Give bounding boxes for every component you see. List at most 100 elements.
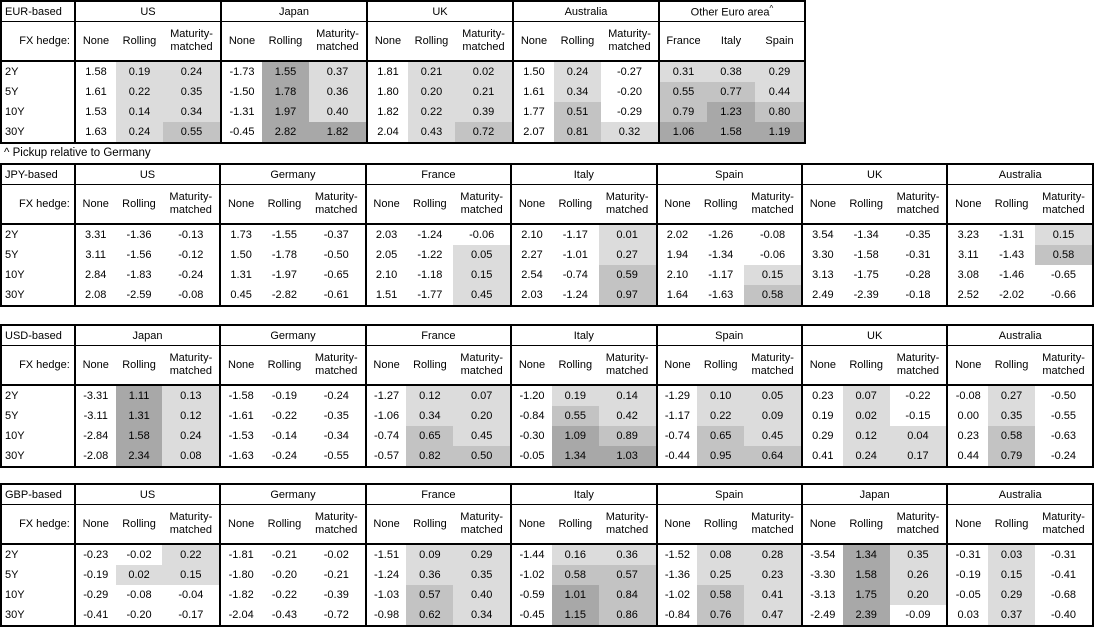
value-cell: -0.35	[905, 229, 931, 241]
hedge-header-row: FX hedge: None Rolling Maturity-matched None…	[1, 345, 1093, 386]
value-cell: 0.34	[163, 102, 221, 122]
tenor-row: 5Y -3.11 1.31 0.12 -1.61 -0.22 -0.35 -1.06 0.34 0…	[1, 406, 1093, 426]
value-cell: 1.34	[842, 544, 890, 565]
value-cell: -0.55	[1050, 410, 1077, 422]
value-cell: 1.31	[115, 406, 163, 426]
value-cell: -0.06	[469, 229, 495, 241]
value-cell: -0.18	[905, 289, 931, 301]
value-cell: 0.19	[116, 61, 163, 82]
hedge-col-header: None	[510, 345, 552, 386]
tenor-label: 2Y	[5, 66, 19, 78]
value-cell: -0.31	[905, 249, 931, 261]
value-cell: 0.37	[309, 61, 367, 82]
value-cell: 0.89	[598, 426, 657, 446]
value-cell: -0.68	[1050, 589, 1077, 601]
hedge-col-header: Maturity-matched	[162, 184, 221, 225]
value-cell: -1.02	[655, 585, 698, 605]
value-cell: 0.24	[554, 61, 601, 82]
value-cell: 2.04	[366, 122, 408, 143]
value-cell: -0.20	[126, 609, 152, 621]
tenor-row: 30Y 1.63 0.24 0.55 -0.45 2.82 1.82 2.04 0.43 0.72…	[1, 122, 805, 143]
value-cell: 0.72	[455, 122, 513, 143]
hedge-col-header: Maturity-matched	[455, 21, 513, 62]
value-cell: 0.65	[697, 426, 745, 446]
value-cell: -1.77	[417, 289, 443, 301]
value-cell: 0.50	[453, 446, 512, 467]
value-cell: -1.61	[219, 406, 262, 426]
value-cell: 0.31	[658, 61, 707, 82]
value-cell: -0.35	[323, 410, 349, 422]
value-cell: 1.34	[551, 446, 599, 467]
country-header: Australia	[946, 484, 1093, 505]
value-cell: 0.36	[406, 565, 454, 585]
value-cell: 3.31	[73, 224, 116, 245]
value-cell: 0.16	[551, 544, 599, 565]
value-cell: 0.40	[453, 585, 512, 605]
value-cell: -0.02	[323, 549, 349, 561]
tenor-label: 10Y	[5, 589, 25, 601]
tenor-label: 30Y	[5, 450, 25, 462]
value-cell: -1.17	[708, 269, 734, 281]
value-cell: 0.58	[744, 285, 802, 306]
value-cell: 0.22	[697, 406, 745, 426]
hedge-col-header: Rolling	[697, 345, 745, 386]
hedge-col-header: Maturity-matched	[1035, 184, 1093, 225]
country-header: UK	[800, 325, 948, 346]
value-cell: 0.22	[408, 102, 455, 122]
value-cell: -0.19	[271, 390, 297, 402]
value-cell: -0.21	[323, 569, 349, 581]
value-cell: -0.27	[616, 66, 643, 78]
hedge-col-header: None	[655, 345, 698, 386]
tenor-row: 2Y -0.23 -0.02 0.22 -1.81 -0.21 -0.02 -1.51 0.09…	[1, 544, 1093, 565]
value-cell: 0.12	[842, 426, 890, 446]
value-cell: 2.49	[800, 285, 843, 306]
value-cell: -0.22	[271, 589, 297, 601]
hedge-col-header: None	[946, 184, 989, 225]
value-cell: -0.24	[1050, 450, 1077, 462]
value-cell: -0.37	[323, 229, 349, 241]
hedge-col-header: Maturity-matched	[889, 345, 948, 386]
value-cell: -1.46	[999, 269, 1025, 281]
value-cell: 0.51	[554, 102, 601, 122]
value-cell: 0.35	[453, 565, 512, 585]
tenor-row: 10Y -0.29 -0.08 -0.04 -1.82 -0.22 -0.39 -1.03 0.…	[1, 585, 1093, 605]
value-cell: 0.38	[707, 61, 755, 82]
value-cell: -1.36	[655, 565, 698, 585]
footnote: ^ Pickup relative to Germany	[4, 147, 151, 159]
hedge-col-header: Rolling	[116, 21, 163, 62]
value-cell: 0.15	[1035, 224, 1093, 245]
value-cell: 0.45	[744, 426, 802, 446]
hedge-col-header: None	[800, 345, 843, 386]
value-cell: -0.08	[946, 385, 989, 406]
hedge-col-header: France	[658, 21, 707, 62]
value-cell: -1.24	[364, 565, 407, 585]
hedge-col-header: None	[510, 184, 552, 225]
value-cell: -0.24	[323, 390, 349, 402]
value-cell: -1.52	[655, 544, 698, 565]
value-cell: -0.63	[1050, 430, 1077, 442]
value-cell: -0.20	[271, 569, 297, 581]
value-cell: -1.44	[510, 544, 552, 565]
value-cell: 0.15	[744, 265, 802, 285]
value-cell: -0.28	[905, 269, 931, 281]
hedge-col-header: Rolling	[551, 504, 599, 545]
value-cell: 1.58	[707, 122, 755, 143]
tenor-row: 2Y 1.58 0.19 0.24 -1.73 1.55 0.37 1.81 0.21 0.02 1…	[1, 61, 805, 82]
value-cell: -0.14	[271, 430, 297, 442]
value-cell: -0.31	[946, 544, 989, 565]
tenor-row: 30Y 2.08 -2.59 -0.08 0.45 -2.82 -0.61 1.51 -1.77…	[1, 285, 1093, 306]
value-cell: -1.51	[364, 544, 407, 565]
value-cell: -1.97	[271, 269, 297, 281]
hedge-col-header: Rolling	[406, 345, 454, 386]
hedge-header-row: FX hedge: None Rolling Maturity-matched None…	[1, 21, 805, 62]
value-cell: 0.29	[988, 585, 1035, 605]
usd-based-table: USD-based Japan Germany France Italy Spain UK A…	[0, 324, 1094, 468]
value-cell: 1.50	[512, 61, 554, 82]
value-cell: -1.31	[999, 229, 1025, 241]
value-cell: 0.36	[309, 82, 367, 102]
value-cell: 0.36	[598, 544, 657, 565]
value-cell: 0.10	[697, 385, 745, 406]
hedge-col-header: None	[220, 21, 262, 62]
value-cell: 0.21	[455, 82, 513, 102]
value-cell: -3.11	[73, 406, 116, 426]
